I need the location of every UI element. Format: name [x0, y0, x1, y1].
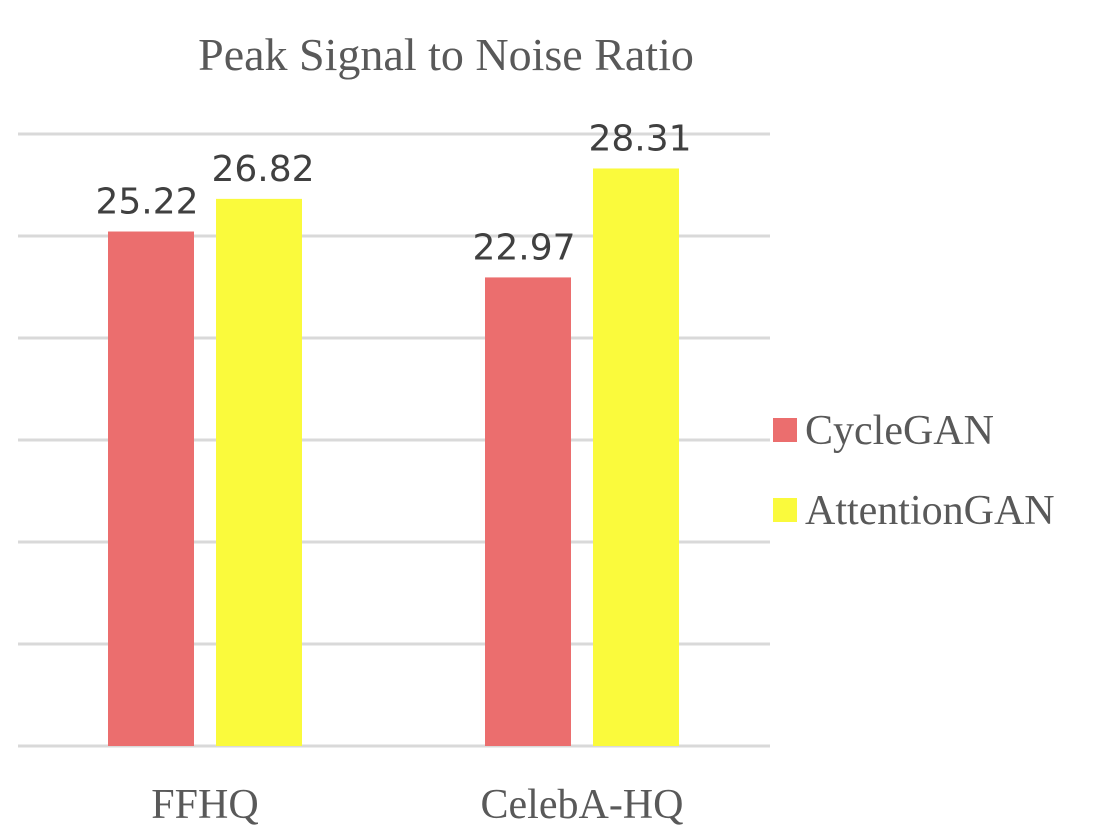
bar-cyclegan-ffhq [108, 231, 194, 747]
value-labels: 25.22 26.82 22.97 28.31 [95, 118, 691, 268]
value-label: 26.82 [211, 149, 314, 190]
bar-attentiongan-ffhq [216, 198, 302, 746]
category-labels: FFHQ CelebA-HQ [151, 782, 683, 828]
bar-attentiongan-celeba-hq [593, 168, 679, 746]
value-label: 25.22 [95, 182, 198, 223]
legend: CycleGAN AttentionGAN [773, 408, 1055, 534]
bars [108, 168, 679, 747]
legend-swatch [773, 498, 797, 522]
chart-title: Peak Signal to Noise Ratio [198, 29, 694, 80]
value-label: 22.97 [472, 227, 575, 268]
legend-label: AttentionGAN [805, 488, 1055, 534]
value-label: 28.31 [588, 118, 691, 159]
legend-label: CycleGAN [805, 408, 994, 454]
legend-swatch [773, 418, 797, 442]
bar-cyclegan-celeba-hq [485, 277, 571, 746]
category-label: CelebA-HQ [481, 782, 684, 828]
category-label: FFHQ [151, 782, 258, 828]
